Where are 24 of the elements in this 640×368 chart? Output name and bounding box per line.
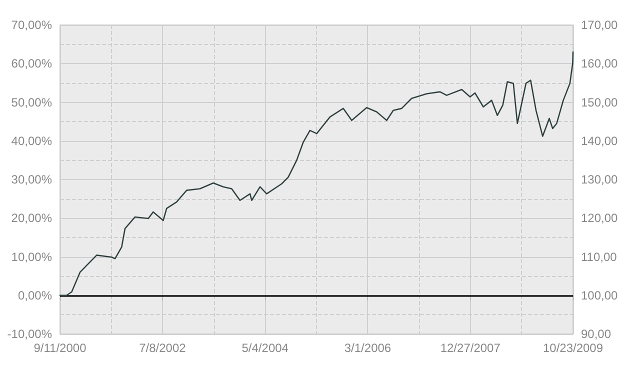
- y2-tick-label: 160,00: [581, 56, 618, 71]
- y-tick-label: 60,00%: [11, 56, 52, 71]
- y2-tick-label: 90,00: [581, 327, 612, 341]
- y-tick-label: 20,00%: [11, 211, 52, 226]
- y-tick-label: 70,00%: [11, 18, 52, 32]
- y2-tick-label: 100,00: [581, 288, 618, 302]
- y-tick-label: 50,00%: [11, 95, 52, 110]
- x-tick-label: 9/11/2000: [34, 341, 87, 355]
- y-tick-label: -10,00%: [7, 327, 52, 341]
- y2-tick-label: 140,00: [581, 134, 618, 148]
- y-tick-label: 40,00%: [11, 134, 52, 148]
- y-tick-label: 10,00%: [11, 250, 52, 264]
- x-tick-label: 7/8/2002: [139, 341, 186, 355]
- y-tick-label: 30,00%: [11, 172, 52, 186]
- x-tick-label: 12/27/2007: [440, 341, 501, 355]
- y2-tick-label: 120,00: [581, 211, 618, 226]
- y2-tick-label: 130,00: [581, 172, 618, 186]
- y2-tick-label: 110,00: [581, 250, 618, 264]
- y-tick-label: 0,00%: [18, 288, 52, 302]
- y2-tick-label: 170,00: [581, 18, 618, 32]
- x-tick-label: 5/4/2004: [242, 341, 289, 355]
- y2-tick-label: 150,00: [581, 95, 618, 110]
- x-tick-label: 10/23/2009: [542, 341, 604, 355]
- x-tick-label: 3/1/2006: [344, 341, 392, 355]
